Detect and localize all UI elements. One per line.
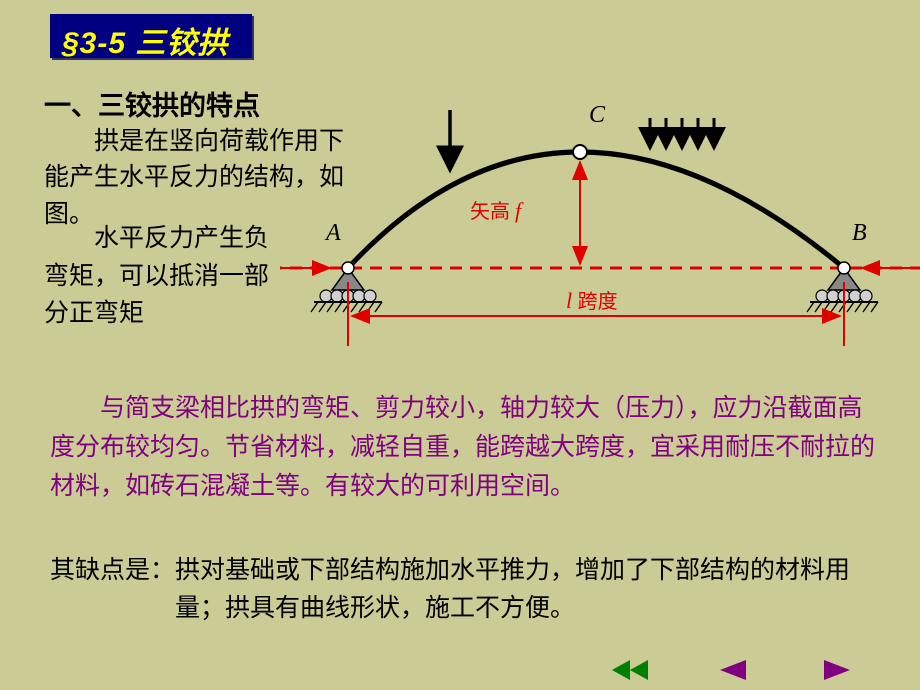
double-rewind-icon — [608, 658, 656, 682]
paragraph-comparison: 与简支梁相比拱的弯矩、剪力较小，轴力较大（压力），应力沿截面高度分布较均匀。节省… — [50, 390, 880, 506]
svg-text:A: A — [324, 220, 341, 246]
paragraph-reaction: 水平反力产生负弯矩，可以抵消一部分正弯矩 — [44, 220, 274, 333]
drawback-label: 其缺点是： — [50, 552, 175, 627]
subsection-heading: 一、三铰拱的特点 — [44, 84, 260, 123]
nav-prev-button[interactable] — [710, 658, 758, 682]
nav-buttons — [608, 658, 860, 682]
nav-next-button[interactable] — [812, 658, 860, 682]
forward-icon — [818, 658, 854, 682]
svg-text:矢高 f: 矢高 f — [470, 198, 524, 223]
rewind-icon — [716, 658, 752, 682]
nav-first-button[interactable] — [608, 658, 656, 682]
svg-text:B: B — [852, 220, 867, 246]
drawback-body: 拱对基础或下部结构施加水平推力，增加了下部结构的材料用量；拱具有曲线形状，施工不… — [175, 552, 898, 627]
section-title-bar: §3-5 三铰拱 — [50, 14, 252, 58]
svg-text:C: C — [589, 102, 606, 128]
svg-text:l 跨度: l 跨度 — [566, 288, 618, 313]
arch-diagram: A B C 矢高 f l 跨度 — [280, 90, 920, 380]
paragraph-drawback: 其缺点是： 拱对基础或下部结构施加水平推力，增加了下部结构的材料用量；拱具有曲线… — [50, 552, 898, 627]
